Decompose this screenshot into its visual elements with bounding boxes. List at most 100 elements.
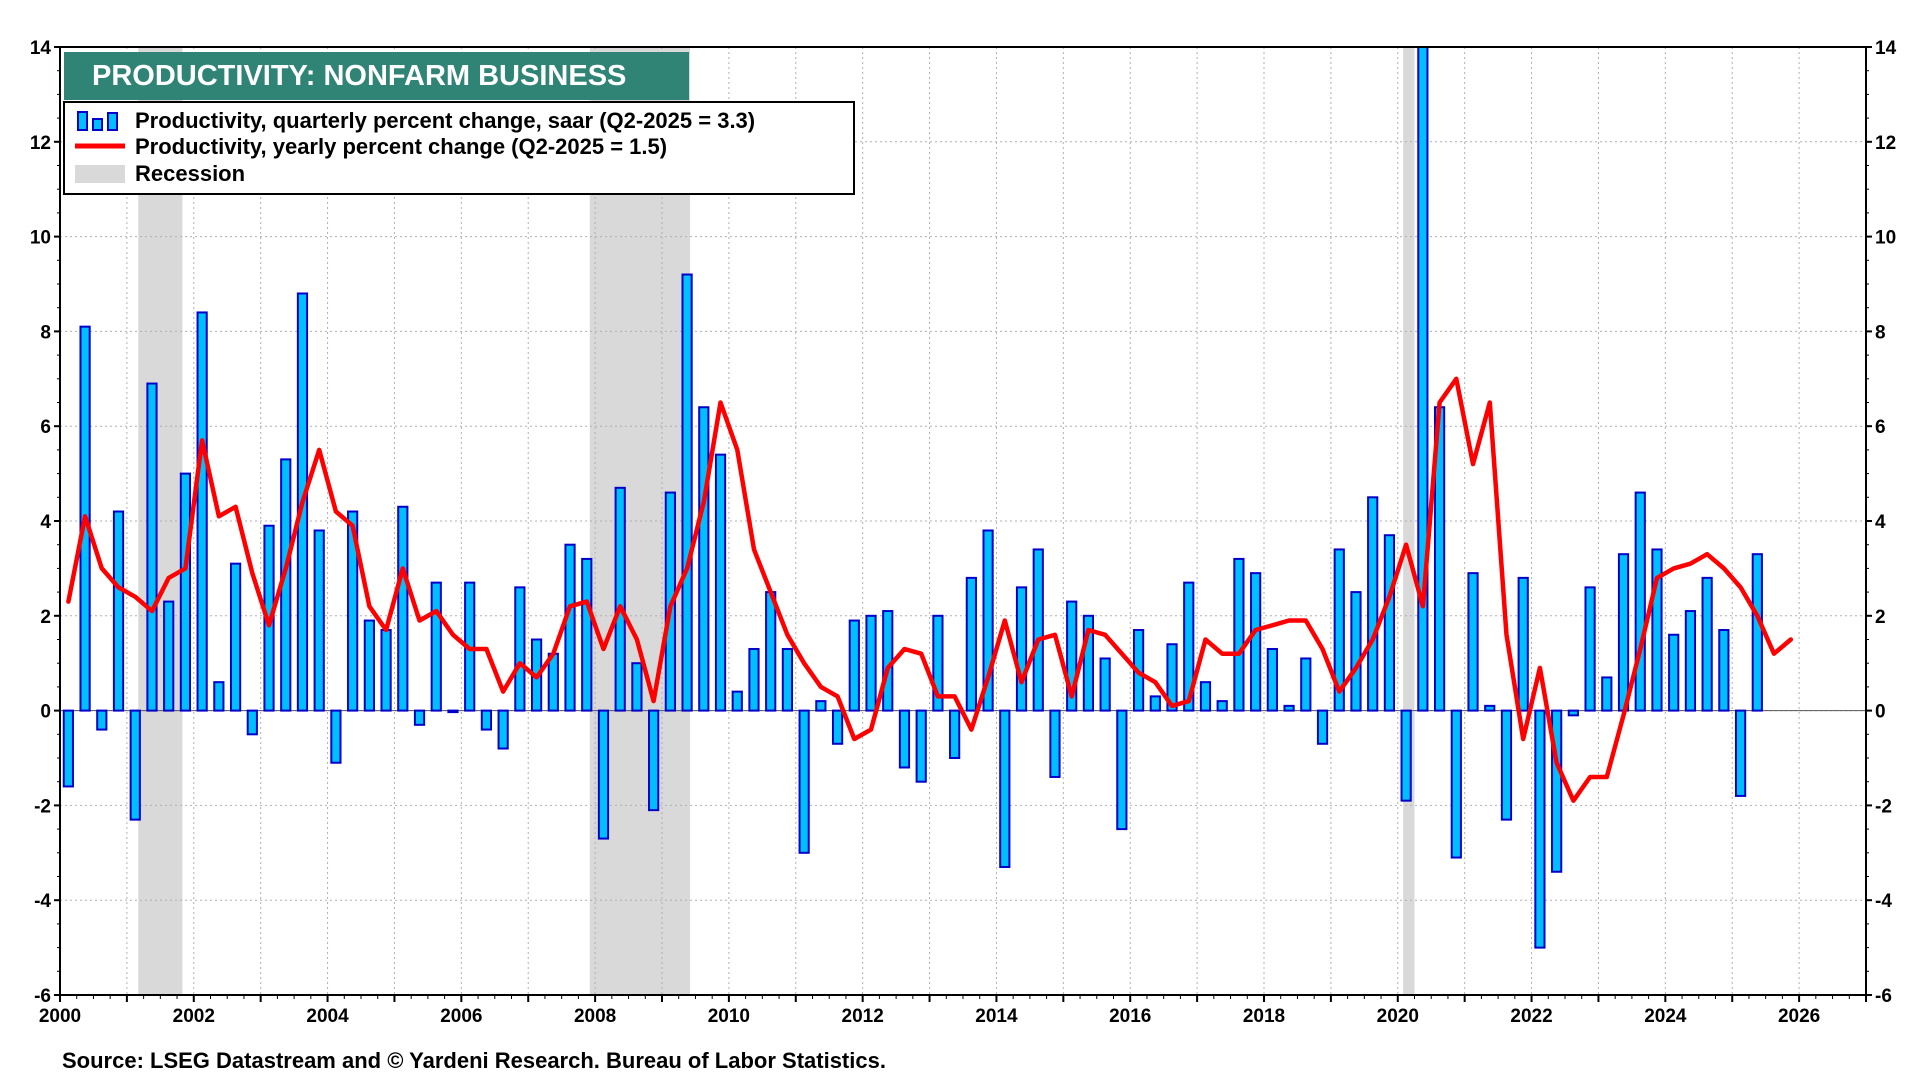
y-tick-label-left: -4	[34, 891, 51, 912]
quarterly-bar	[932, 614, 944, 712]
quarterly-bars-layer	[62, 46, 1763, 949]
quarterly-bar	[213, 681, 225, 712]
quarterly-bar	[798, 709, 810, 854]
y-tick-label-left: 0	[40, 702, 51, 723]
yearly-change-line	[66, 376, 1794, 803]
quarterly-bar	[1216, 700, 1228, 712]
quarterly-bar	[765, 591, 777, 712]
y-tick-label-right: -6	[1875, 986, 1892, 1007]
quarterly-bar	[781, 647, 794, 712]
quarterly-bar	[1099, 657, 1111, 712]
quarterly-bar	[1734, 709, 1747, 797]
quarterly-bar	[196, 311, 208, 712]
quarterly-bar	[831, 709, 844, 745]
quarterly-bar	[1534, 709, 1546, 949]
quarterly-bar	[1467, 572, 1479, 712]
quarterly-bar	[1551, 709, 1563, 873]
quarterly-bar	[1383, 534, 1396, 712]
y-tick-label-right: 14	[1875, 38, 1897, 59]
quarterly-bar	[1601, 676, 1613, 712]
title-box	[64, 52, 689, 100]
quarterly-bar	[1367, 496, 1379, 712]
y-tick-label-right: 4	[1875, 512, 1886, 533]
quarterly-bar	[581, 557, 593, 712]
y-tick-label-left: 2	[40, 607, 51, 628]
quarterly-bar	[731, 690, 743, 712]
quarterly-bar	[1149, 695, 1161, 712]
quarterly-bar	[229, 562, 242, 712]
quarterly-bar	[112, 510, 125, 712]
quarterly-bar	[1400, 709, 1412, 802]
y-tick-label-right: -2	[1875, 796, 1892, 817]
y-tick-label-right: -4	[1875, 891, 1892, 912]
quarterly-bar	[1116, 709, 1128, 831]
chart-title: PRODUCTIVITY: NONFARM BUSINESS	[92, 60, 626, 92]
source-note: Source: LSEG Datastream and © Yardeni Re…	[62, 1048, 886, 1073]
quarterly-bar	[1300, 657, 1312, 712]
x-tick-label: 2004	[306, 1006, 349, 1027]
quarterly-bar	[330, 709, 342, 764]
y-tick-label-left: 14	[30, 38, 52, 59]
quarterly-bar	[1684, 610, 1697, 712]
legend-label-quarterly: Productivity, quarterly percent change, …	[135, 108, 755, 133]
quarterly-bar	[898, 709, 911, 769]
quarterly-bar	[363, 619, 375, 712]
y-tick-label-left: 12	[30, 133, 51, 154]
yearly-line-layer	[66, 376, 1794, 803]
quarterly-bar	[547, 652, 559, 712]
quarterly-bar	[347, 510, 359, 712]
quarterly-bar	[163, 600, 175, 712]
x-tick-label: 2014	[975, 1006, 1018, 1027]
quarterly-bar	[915, 709, 927, 783]
quarterly-bar	[1233, 557, 1245, 712]
quarterly-bar	[1316, 709, 1329, 745]
quarterly-bar	[430, 581, 442, 712]
x-tick-label: 2012	[842, 1006, 884, 1027]
quarterly-bar	[1751, 553, 1763, 712]
quarterly-bar	[514, 586, 526, 712]
quarterly-bar	[497, 709, 509, 750]
quarterly-bar	[1183, 581, 1195, 712]
x-tick-label: 2008	[574, 1006, 616, 1027]
y-tick-label-left: -6	[34, 986, 51, 1007]
y-tick-label-right: 8	[1875, 322, 1886, 343]
quarterly-bar	[614, 486, 626, 712]
quarterly-bar	[146, 382, 158, 712]
x-tick-label: 2020	[1377, 1006, 1419, 1027]
quarterly-bar	[965, 576, 977, 712]
x-tick-label: 2002	[173, 1006, 215, 1027]
x-tick-label: 2010	[708, 1006, 750, 1027]
quarterly-bar	[380, 629, 392, 712]
legend-box	[63, 101, 855, 195]
quarterly-bar	[1718, 629, 1730, 712]
quarterly-bar	[882, 610, 894, 712]
quarterly-bar	[848, 619, 860, 712]
quarterly-bar	[1484, 704, 1496, 712]
x-tick-label: 2000	[39, 1006, 81, 1027]
quarterly-bar	[714, 453, 727, 712]
quarterly-bar	[1651, 548, 1663, 712]
y-tick-label-right: 0	[1875, 702, 1886, 723]
quarterly-bar	[96, 709, 108, 731]
quarterly-bar	[681, 273, 693, 712]
quarterly-bar	[179, 472, 192, 712]
quarterly-bar	[982, 529, 994, 712]
quarterly-bar	[597, 709, 610, 840]
quarterly-bar	[1417, 46, 1429, 712]
quarterly-bar	[1584, 586, 1596, 712]
quarterly-bar	[1634, 491, 1646, 712]
quarterly-bar	[1199, 681, 1212, 712]
quarterly-bar	[1701, 576, 1713, 712]
y-tick-label-left: 4	[40, 512, 51, 533]
quarterly-bar	[1166, 643, 1178, 712]
quarterly-bar	[1617, 553, 1630, 712]
quarterly-bar	[129, 709, 141, 821]
quarterly-bar	[313, 529, 325, 712]
quarterly-bar	[447, 709, 459, 714]
quarterly-bar	[1266, 647, 1278, 712]
axes-layer: -6 -6 -4 -4 -2 -2 0 0 2 2 4 4 6 6 8 8 10 10 12 12 14 14 2000 20…	[30, 38, 1897, 1027]
quarterly-bar	[246, 709, 258, 736]
quarterly-bar	[1517, 576, 1529, 712]
x-tick-label: 2022	[1510, 1006, 1552, 1027]
y-tick-label-right: 12	[1875, 133, 1896, 154]
